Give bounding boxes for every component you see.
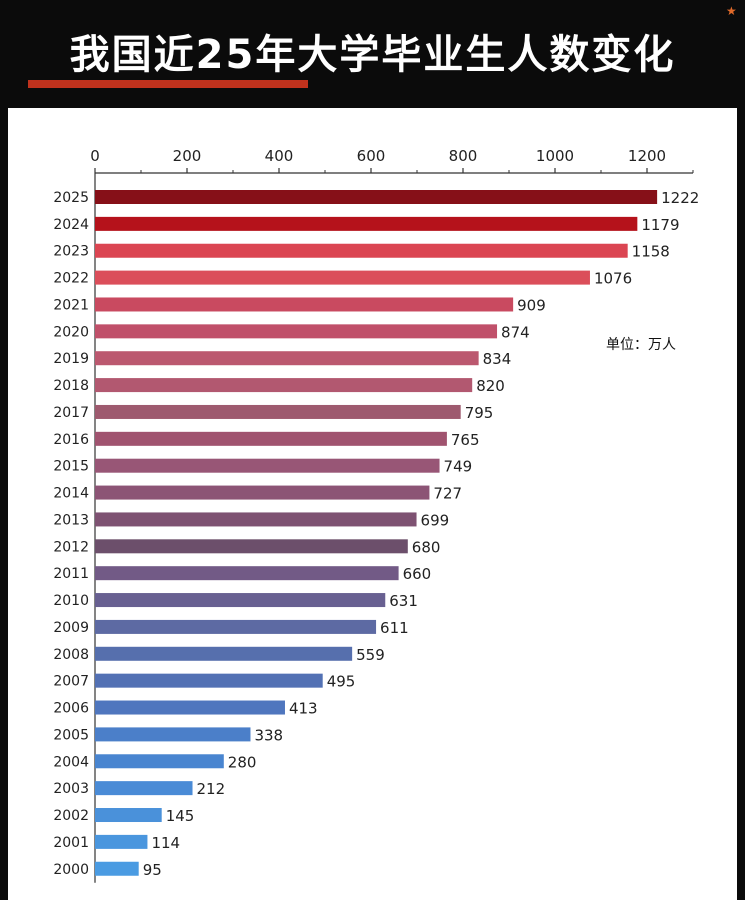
value-label: 909 bbox=[517, 296, 546, 314]
x-tick-label: 1000 bbox=[536, 147, 574, 165]
x-tick-label: 600 bbox=[357, 147, 386, 165]
year-label: 2004 bbox=[53, 754, 89, 770]
bar bbox=[95, 754, 224, 769]
year-label: 2020 bbox=[53, 324, 89, 340]
value-label: 212 bbox=[197, 780, 226, 798]
bar bbox=[95, 243, 628, 258]
bar bbox=[95, 781, 193, 796]
year-label: 2002 bbox=[53, 808, 89, 824]
year-label: 2001 bbox=[53, 835, 89, 851]
year-label: 2000 bbox=[53, 862, 89, 878]
value-label: 338 bbox=[254, 726, 283, 744]
bar bbox=[95, 727, 251, 742]
value-label: 820 bbox=[476, 377, 505, 395]
year-label: 2003 bbox=[53, 781, 89, 797]
year-label: 2012 bbox=[53, 539, 89, 555]
bar bbox=[95, 834, 148, 849]
year-label: 2017 bbox=[53, 405, 89, 421]
value-label: 660 bbox=[403, 565, 432, 583]
value-label: 1076 bbox=[594, 270, 632, 288]
bar bbox=[95, 404, 461, 419]
bar bbox=[95, 539, 408, 554]
year-label: 2010 bbox=[53, 593, 89, 609]
value-label: 834 bbox=[483, 350, 512, 368]
x-tick-label: 0 bbox=[90, 147, 100, 165]
bar-chart: 0 200 400 600 800 1000 1200 2025 1222 2024 1179 202… bbox=[53, 147, 699, 883]
bar bbox=[95, 619, 377, 634]
bar bbox=[95, 485, 430, 500]
value-label: 699 bbox=[421, 511, 450, 529]
bar bbox=[95, 270, 590, 285]
bar bbox=[95, 512, 417, 527]
header: 我国近25年大学毕业生人数变化 ★ bbox=[0, 0, 745, 108]
unit-label: 单位：万人 bbox=[606, 337, 676, 353]
bar bbox=[95, 324, 498, 339]
year-label: 2024 bbox=[53, 217, 89, 233]
year-label: 2025 bbox=[53, 190, 89, 206]
bar bbox=[95, 673, 323, 688]
value-label: 559 bbox=[356, 646, 385, 664]
x-tick-label: 400 bbox=[265, 147, 294, 165]
bar bbox=[95, 861, 139, 876]
value-label: 1158 bbox=[632, 243, 670, 261]
bar bbox=[95, 566, 399, 581]
value-label: 631 bbox=[389, 592, 418, 610]
year-label: 2005 bbox=[53, 727, 89, 743]
year-label: 2023 bbox=[53, 244, 89, 260]
bar bbox=[95, 646, 353, 661]
year-label: 2019 bbox=[53, 351, 89, 367]
x-tick-label: 1200 bbox=[628, 147, 666, 165]
value-label: 727 bbox=[433, 485, 462, 503]
value-label: 874 bbox=[501, 323, 530, 341]
year-label: 2021 bbox=[53, 297, 89, 313]
year-label: 2018 bbox=[53, 378, 89, 394]
chart-card: 0 200 400 600 800 1000 1200 2025 1222 2024 1179 202… bbox=[8, 108, 737, 900]
bar bbox=[95, 458, 440, 473]
year-label: 2013 bbox=[53, 512, 89, 528]
title-underline bbox=[28, 80, 308, 88]
value-label: 749 bbox=[444, 458, 473, 476]
year-label: 2007 bbox=[53, 674, 89, 690]
bar bbox=[95, 808, 162, 823]
value-label: 795 bbox=[465, 404, 494, 422]
year-label: 2014 bbox=[53, 486, 89, 502]
year-label: 2011 bbox=[53, 566, 89, 582]
value-label: 765 bbox=[451, 431, 480, 449]
bar bbox=[95, 700, 285, 715]
year-label: 2008 bbox=[53, 647, 89, 663]
year-label: 2009 bbox=[53, 620, 89, 636]
bar bbox=[95, 351, 479, 366]
bar bbox=[95, 431, 447, 446]
value-label: 680 bbox=[412, 538, 441, 556]
year-label: 2015 bbox=[53, 459, 89, 475]
star-icon: ★ bbox=[726, 4, 737, 18]
x-tick-label: 800 bbox=[449, 147, 478, 165]
value-label: 1179 bbox=[641, 216, 679, 234]
value-label: 95 bbox=[143, 861, 162, 879]
value-label: 495 bbox=[327, 673, 356, 691]
chart-title: 我国近25年大学毕业生人数变化 bbox=[69, 32, 676, 78]
bar bbox=[95, 297, 514, 312]
bar bbox=[95, 190, 658, 204]
bar bbox=[95, 216, 638, 231]
value-label: 145 bbox=[166, 807, 195, 825]
value-label: 611 bbox=[380, 619, 409, 637]
value-label: 114 bbox=[151, 834, 180, 852]
year-label: 2006 bbox=[53, 701, 89, 717]
year-label: 2016 bbox=[53, 432, 89, 448]
value-label: 1222 bbox=[661, 189, 699, 207]
x-tick-label: 200 bbox=[173, 147, 202, 165]
value-label: 280 bbox=[228, 753, 257, 771]
value-label: 413 bbox=[289, 700, 318, 718]
year-label: 2022 bbox=[53, 271, 89, 287]
bar bbox=[95, 593, 386, 608]
bar bbox=[95, 378, 473, 393]
